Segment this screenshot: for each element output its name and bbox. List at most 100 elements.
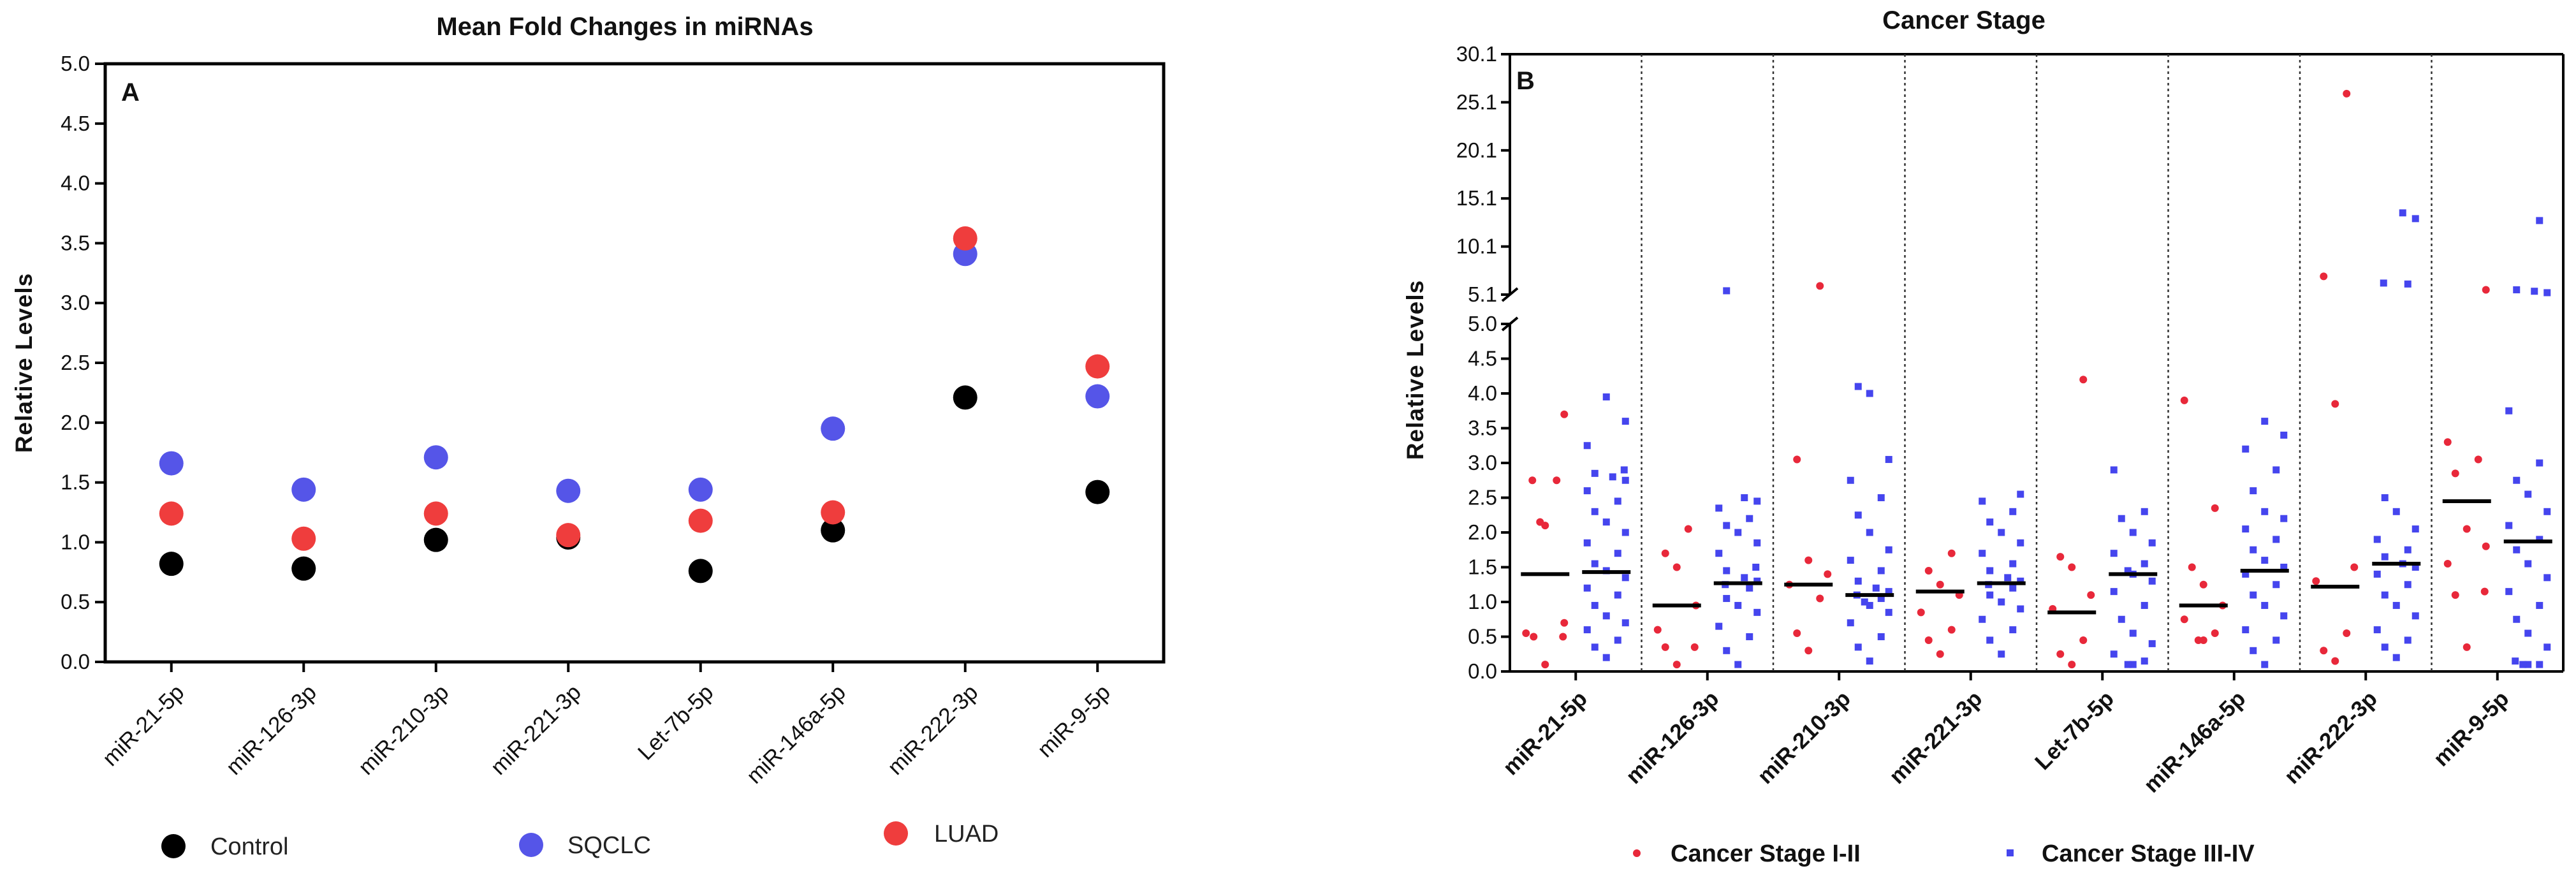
point-cancer-stage-iii-iv-mir-126-3p — [1723, 522, 1731, 529]
point-cancer-stage-iii-iv-mir-9-5p — [2505, 588, 2513, 596]
point-cancer-stage-iii-iv-mir-221-3p — [1979, 615, 1986, 623]
point-cancer-stage-iii-iv-mir-222-3p — [2399, 209, 2406, 217]
point-cancer-stage-iii-iv-mir-146a-5p — [2261, 557, 2269, 564]
point-cancer-stage-iii-iv-mir-146a-5p — [2250, 546, 2257, 553]
point-cancer-stage-iii-iv-mir-221-3p — [2009, 508, 2017, 515]
point-luad-mir-9-5p — [1085, 354, 1110, 379]
point-cancer-stage-iii-iv-mir-9-5p — [2543, 574, 2551, 582]
panel-a-points — [159, 226, 1110, 583]
point-cancer-stage-iii-iv-mir-21-5p — [1583, 584, 1591, 592]
point-cancer-stage-i-ii-let-7b-5p — [2056, 553, 2065, 561]
point-cancer-stage-i-ii-mir-9-5p — [2480, 587, 2489, 596]
point-cancer-stage-iii-iv-mir-146a-5p — [2280, 515, 2288, 522]
point-cancer-stage-i-ii-mir-222-3p — [2312, 577, 2320, 585]
point-cancer-stage-iii-iv-mir-9-5p — [2505, 407, 2513, 414]
panel-b-y-tick-label: 1.0 — [1468, 590, 1497, 613]
panel-b-y-tick-label: 3.5 — [1468, 416, 1497, 440]
point-cancer-stage-iii-iv-mir-221-3p — [1979, 550, 1986, 557]
panel-a-label: A — [121, 78, 140, 106]
point-cancer-stage-i-ii-mir-126-3p — [1661, 643, 1669, 651]
point-cancer-stage-i-ii-let-7b-5p — [2079, 636, 2088, 644]
point-cancer-stage-i-ii-mir-9-5p — [2451, 469, 2459, 478]
point-cancer-stage-iii-iv-mir-221-3p — [1986, 518, 1994, 526]
point-cancer-stage-iii-iv-mir-9-5p — [2505, 522, 2513, 529]
legend-stage-3-4-label: Cancer Stage III-IV — [2042, 840, 2255, 867]
point-cancer-stage-iii-iv-mir-222-3p — [2392, 601, 2400, 609]
point-sqclc-mir-146a-5p — [821, 416, 845, 441]
point-cancer-stage-iii-iv-mir-126-3p — [1741, 494, 1748, 501]
panel-b-category-mir-9-5p: miR-9-5p — [2429, 686, 2514, 771]
point-cancer-stage-iii-iv-mir-210-3p — [1854, 643, 1862, 651]
point-cancer-stage-i-ii-mir-21-5p — [1522, 629, 1530, 638]
panel-b-y-tick-label: 1.5 — [1468, 555, 1497, 579]
point-cancer-stage-i-ii-mir-221-3p — [1936, 580, 1944, 589]
point-cancer-stage-iii-iv-mir-126-3p — [1753, 539, 1761, 546]
point-cancer-stage-iii-iv-mir-222-3p — [2404, 280, 2411, 288]
point-cancer-stage-iii-iv-mir-222-3p — [2381, 553, 2389, 561]
point-cancer-stage-iii-iv-mir-9-5p — [2524, 661, 2532, 668]
point-cancer-stage-i-ii-mir-146a-5p — [2180, 615, 2188, 624]
point-cancer-stage-iii-iv-mir-21-5p — [1609, 473, 1616, 481]
point-cancer-stage-iii-iv-mir-210-3p — [1866, 657, 1873, 665]
legend-stage-3-4-marker — [2007, 849, 2014, 856]
point-cancer-stage-iii-iv-mir-126-3p — [1734, 601, 1742, 609]
point-cancer-stage-iii-iv-mir-126-3p — [1741, 574, 1748, 582]
panel-a-category-let-7b-5p: Let-7b-5p — [633, 680, 719, 765]
point-cancer-stage-i-ii-mir-126-3p — [1684, 525, 1692, 533]
panel-a-y-tick-label: 3.5 — [61, 231, 90, 254]
point-cancer-stage-iii-iv-mir-9-5p — [2543, 508, 2551, 515]
point-cancer-stage-iii-iv-let-7b-5p — [2124, 567, 2132, 575]
point-cancer-stage-iii-iv-mir-210-3p — [1854, 577, 1862, 585]
point-cancer-stage-iii-iv-mir-210-3p — [1866, 529, 1873, 536]
point-control-mir-222-3p — [953, 385, 977, 410]
point-cancer-stage-iii-iv-mir-146a-5p — [2280, 612, 2288, 620]
point-cancer-stage-iii-iv-mir-210-3p — [1847, 619, 1854, 627]
point-cancer-stage-i-ii-mir-9-5p — [2443, 438, 2452, 446]
point-cancer-stage-iii-iv-mir-9-5p — [2536, 459, 2543, 467]
point-sqclc-mir-9-5p — [1085, 384, 1110, 409]
point-cancer-stage-iii-iv-mir-9-5p — [2524, 490, 2532, 498]
legend-sqclc-label: SQCLC — [567, 832, 651, 859]
point-cancer-stage-iii-iv-mir-9-5p — [2536, 536, 2543, 543]
point-cancer-stage-iii-iv-mir-210-3p — [1877, 633, 1885, 640]
point-cancer-stage-iii-iv-mir-146a-5p — [2242, 525, 2250, 533]
point-sqclc-mir-126-3p — [291, 477, 316, 502]
point-cancer-stage-iii-iv-mir-222-3p — [2404, 546, 2411, 553]
panel-b-y-tick-label: 5.1 — [1468, 282, 1497, 306]
point-control-mir-126-3p — [291, 556, 316, 581]
point-cancer-stage-iii-iv-mir-222-3p — [2380, 279, 2387, 287]
panel-a-category-mir-9-5p: miR-9-5p — [1033, 680, 1115, 762]
point-cancer-stage-i-ii-mir-126-3p — [1690, 643, 1699, 651]
point-cancer-stage-iii-iv-mir-210-3p — [1861, 598, 1868, 606]
point-cancer-stage-i-ii-mir-9-5p — [2451, 591, 2459, 599]
point-cancer-stage-iii-iv-mir-222-3p — [2404, 636, 2411, 644]
panel-b-title: Cancer Stage — [1882, 6, 2045, 34]
point-cancer-stage-i-ii-let-7b-5p — [2056, 650, 2065, 658]
point-cancer-stage-iii-iv-let-7b-5p — [2110, 588, 2118, 596]
point-cancer-stage-iii-iv-mir-222-3p — [2404, 581, 2411, 589]
point-cancer-stage-iii-iv-mir-146a-5p — [2272, 581, 2280, 589]
point-cancer-stage-i-ii-mir-21-5p — [1560, 619, 1569, 627]
point-cancer-stage-i-ii-mir-21-5p — [1536, 518, 1544, 526]
point-cancer-stage-iii-iv-mir-21-5p — [1602, 612, 1610, 620]
point-cancer-stage-iii-iv-mir-221-3p — [2017, 490, 2024, 498]
point-cancer-stage-i-ii-mir-146a-5p — [2188, 563, 2196, 571]
point-cancer-stage-iii-iv-mir-9-5p — [2524, 629, 2532, 637]
point-cancer-stage-i-ii-mir-9-5p — [2463, 643, 2471, 651]
panel-b-y-tick-label: 2.0 — [1468, 520, 1497, 544]
point-cancer-stage-i-ii-mir-9-5p — [2474, 455, 2482, 464]
panel-a-y-ticks: 0.0 0.5 1.0 1.5 2.0 2.5 3.0 3.5 4.0 4.5 5.0 — [61, 52, 105, 673]
point-cancer-stage-iii-iv-mir-146a-5p — [2280, 564, 2288, 571]
point-sqclc-mir-210-3p — [423, 445, 448, 470]
point-cancer-stage-iii-iv-mir-146a-5p — [2261, 418, 2269, 425]
point-cancer-stage-iii-iv-mir-126-3p — [1734, 661, 1742, 668]
panel-a: Mean Fold Changes in miRNAs A Relative L… — [11, 13, 1166, 860]
point-cancer-stage-iii-iv-mir-146a-5p — [2272, 466, 2280, 474]
point-cancer-stage-i-ii-mir-9-5p — [2482, 286, 2490, 294]
point-cancer-stage-iii-iv-mir-210-3p — [1885, 588, 1892, 596]
point-cancer-stage-i-ii-mir-21-5p — [1530, 633, 1538, 641]
point-cancer-stage-iii-iv-mir-21-5p — [1591, 469, 1599, 477]
point-cancer-stage-i-ii-mir-126-3p — [1672, 563, 1681, 571]
point-cancer-stage-iii-iv-mir-146a-5p — [2272, 636, 2280, 644]
point-cancer-stage-iii-iv-mir-9-5p — [2524, 560, 2532, 568]
